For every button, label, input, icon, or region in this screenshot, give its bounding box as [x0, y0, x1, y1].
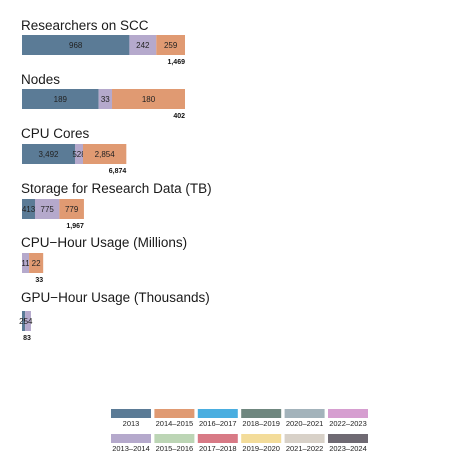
legend-swatch	[284, 409, 325, 418]
legend-swatch	[154, 409, 195, 418]
bar-segment	[83, 144, 127, 164]
segment-label: 3,492	[38, 150, 59, 159]
bar-total-label: 1,967	[66, 223, 84, 230]
legend-swatch	[111, 434, 151, 443]
legend-swatch	[241, 409, 282, 418]
legend-label: 2013	[123, 419, 140, 428]
bar-segment	[129, 35, 157, 55]
segment-label: 413	[22, 205, 36, 214]
legend-swatch	[197, 434, 238, 443]
segment-label: 775	[41, 205, 55, 214]
legend-label: 2020–2021	[286, 419, 324, 428]
segment-label: 242	[136, 41, 150, 50]
legend-label: 2013–2014	[112, 444, 150, 453]
bar-segment	[22, 144, 75, 164]
segment-label: 54	[24, 317, 33, 326]
bar-total-label: 1,469	[167, 59, 185, 66]
bar-segment	[22, 311, 26, 331]
legend-label: 2015–2016	[156, 444, 194, 453]
segment-label: 33	[101, 95, 110, 104]
legend-swatch	[328, 409, 368, 418]
bar-segment	[22, 35, 130, 55]
bar-segment	[22, 253, 30, 273]
bar-total-label: 83	[23, 335, 31, 342]
legend-swatch	[197, 409, 238, 418]
panel-title: CPU Cores	[21, 126, 90, 141]
segment-label: 22	[32, 259, 41, 268]
legend-label: 2023–2024	[329, 444, 367, 453]
legend-swatch	[284, 434, 325, 443]
bar-segment	[35, 199, 60, 219]
bar-segment	[59, 199, 84, 219]
segment-label: 2,854	[95, 150, 116, 159]
panel-title: Nodes	[21, 72, 60, 87]
segment-label: 11	[21, 259, 30, 268]
bar-segment	[25, 311, 31, 331]
legend-label: 2022–2023	[329, 419, 367, 428]
legend-label: 2017–2018	[199, 444, 237, 453]
bar-segment	[29, 253, 44, 273]
segment-label: 259	[164, 41, 178, 50]
panel-title: Storage for Research Data (TB)	[21, 181, 212, 196]
bar-segment	[74, 144, 84, 164]
legend-label: 2018–2019	[242, 419, 280, 428]
segment-label: 779	[65, 205, 79, 214]
bar-segment	[22, 199, 36, 219]
legend-label: 2019–2020	[242, 444, 280, 453]
segment-label: 180	[142, 95, 156, 104]
panel-title: GPU−Hour Usage (Thousands)	[21, 290, 210, 305]
legend-swatch	[241, 434, 282, 443]
bar-segment	[112, 89, 185, 109]
legend-swatch	[154, 434, 195, 443]
segment-label: 189	[54, 95, 68, 104]
bar-segment	[98, 89, 113, 109]
bar-segment	[156, 35, 185, 55]
legend-swatch	[328, 434, 368, 443]
panel-title: CPU−Hour Usage (Millions)	[21, 235, 187, 250]
legend-swatch	[111, 409, 151, 418]
bar-total-label: 402	[173, 113, 185, 120]
bar-total-label: 6,874	[109, 168, 127, 175]
legend-label: 2021–2022	[286, 444, 324, 453]
segment-label: 29	[19, 317, 28, 326]
panel-title: Researchers on SCC	[21, 18, 149, 33]
bar-segment	[22, 89, 99, 109]
bar-total-label: 33	[35, 277, 43, 284]
segment-label: 968	[69, 41, 83, 50]
segment-label: 528	[72, 150, 86, 159]
legend-label: 2016–2017	[199, 419, 237, 428]
legend-label: 2014–2015	[156, 419, 194, 428]
